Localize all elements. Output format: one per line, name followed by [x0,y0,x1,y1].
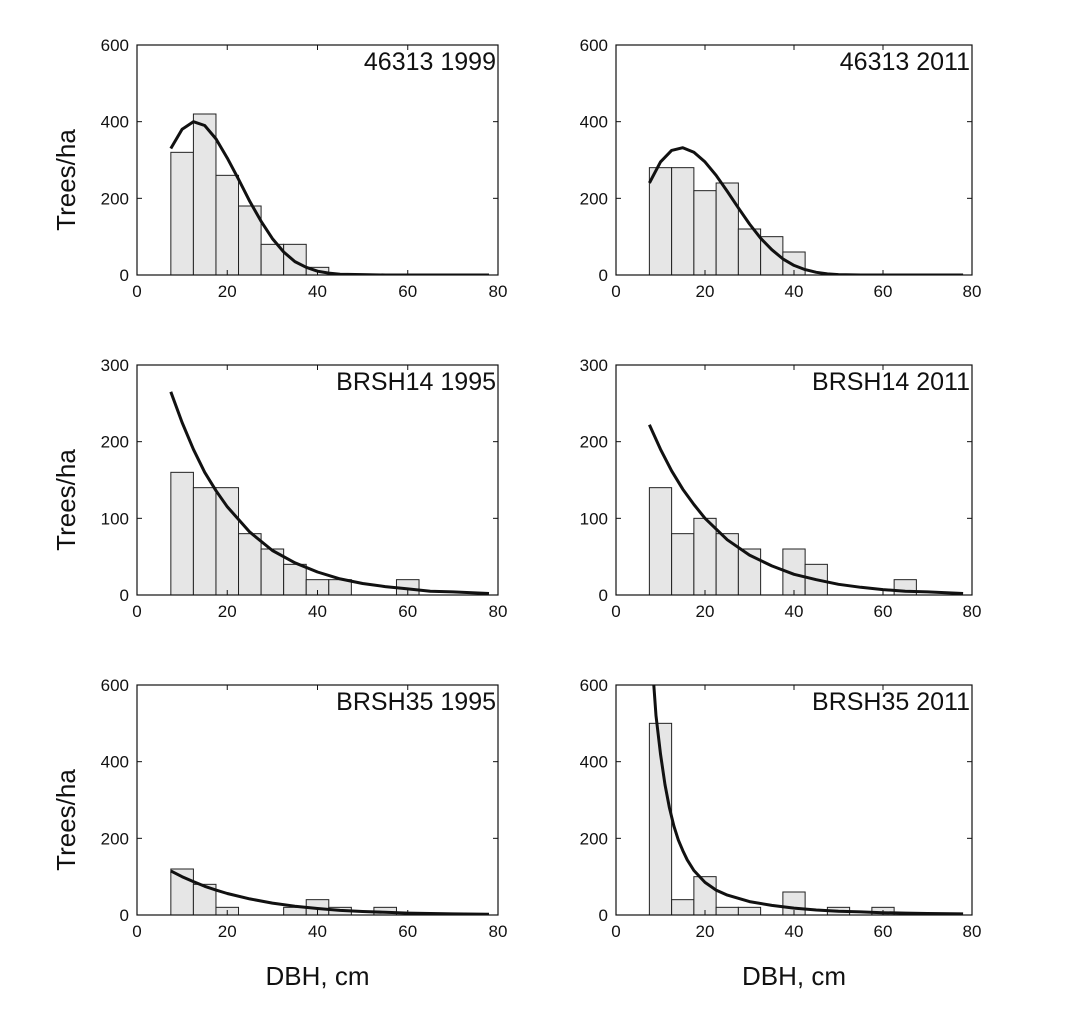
y-tick-label: 200 [580,829,608,848]
histogram-bar [648,167,673,276]
fit-curve [169,391,490,595]
histogram-bar [693,190,717,276]
x-axis-label: DBH, cm [742,961,846,991]
y-tick-label: 200 [101,433,129,452]
y-tick-label: 0 [120,906,129,925]
panel-title: 46313 2011 [840,48,970,76]
x-tick-label: 20 [696,602,715,621]
panel-title: BRSH14 2011 [812,368,970,396]
histogram-bar [238,533,262,596]
x-tick-label: 80 [489,282,508,301]
x-tick-label: 20 [696,922,715,941]
y-tick-label: 600 [580,36,608,55]
x-tick-label: 40 [785,922,804,941]
x-tick-label: 40 [308,282,327,301]
y-tick-label: 400 [580,113,608,132]
y-tick-label: 100 [101,509,129,528]
histogram-bar [693,517,717,596]
chart-panel: 0 20 40 60 80 0 100 200 300 BRSH14 2011 [580,356,982,621]
y-axis-label: Trees/ha [51,449,81,551]
y-axis-label: Trees/ha [51,129,81,231]
x-tick-label: 60 [398,922,417,941]
fit-curve [652,685,964,915]
chart-panel: 0 20 40 60 80 0 200 400 600 BRSH35 2011 DBH, cm [580,676,982,991]
y-tick-label: 300 [580,356,608,375]
x-tick-label: 60 [398,602,417,621]
x-tick-label: 40 [785,602,804,621]
x-tick-label: 20 [218,922,237,941]
fit-curve [169,120,489,275]
histogram-bar [737,906,762,916]
fit-curve [648,146,964,275]
y-tick-label: 600 [101,676,129,695]
y-tick-label: 200 [580,189,608,208]
y-tick-label: 0 [120,586,129,605]
histogram-bar [671,899,695,916]
x-tick-label: 0 [611,282,620,301]
x-axis-label: DBH, cm [266,961,370,991]
x-tick-label: 80 [963,602,982,621]
x-tick-label: 80 [489,602,508,621]
y-tick-label: 400 [101,753,129,772]
y-tick-label: 400 [580,753,608,772]
fit-curve [648,424,964,595]
y-tick-label: 100 [580,509,608,528]
panel-title: BRSH35 2011 [812,688,970,716]
y-tick-label: 600 [101,36,129,55]
y-axis-label: Trees/ha [51,769,81,871]
panel-title: BRSH14 1995 [336,368,496,396]
x-tick-label: 60 [874,282,893,301]
x-tick-label: 80 [489,922,508,941]
histogram-bar [192,487,217,596]
y-tick-label: 400 [101,113,129,132]
x-tick-label: 20 [218,282,237,301]
histogram-bar [170,151,194,276]
x-tick-label: 20 [696,282,715,301]
x-tick-label: 60 [874,922,893,941]
x-tick-label: 20 [218,602,237,621]
histogram-bar [215,174,240,276]
histogram-bar [215,487,240,596]
y-tick-label: 300 [101,356,129,375]
fit-curve [170,869,490,915]
x-tick-label: 80 [963,922,982,941]
x-tick-label: 0 [611,922,620,941]
histogram-bar [170,471,194,596]
x-tick-label: 40 [308,602,327,621]
chart-panel: 0 20 40 60 80 0 200 400 600 BRSH35 1995 Trees/ha DB… [51,676,507,991]
histogram-bar [715,533,739,596]
y-tick-label: 200 [580,433,608,452]
x-tick-label: 0 [132,922,141,941]
x-tick-label: 0 [132,282,141,301]
x-tick-label: 60 [874,602,893,621]
x-tick-label: 80 [963,282,982,301]
chart-panel: 0 20 40 60 80 0 200 400 600 46313 2011 [580,36,982,301]
x-tick-label: 40 [785,282,804,301]
y-tick-label: 0 [599,266,608,285]
y-tick-label: 200 [101,829,129,848]
histogram-bar [648,487,673,596]
chart-panel: 0 20 40 60 80 0 100 200 300 BRSH14 1995 Trees/ha [51,356,507,621]
x-tick-label: 0 [611,602,620,621]
x-tick-label: 40 [308,922,327,941]
x-tick-label: 60 [398,282,417,301]
chart-panel: 0 20 40 60 80 0 200 400 600 46313 1999 Trees/ha [51,36,507,301]
y-tick-label: 200 [101,189,129,208]
histogram-bar [671,167,695,276]
histogram-bar [283,563,307,596]
y-tick-label: 0 [599,586,608,605]
y-tick-label: 600 [580,676,608,695]
x-tick-label: 0 [132,602,141,621]
histogram-bar [715,182,739,276]
y-tick-label: 0 [599,906,608,925]
panel-title: 46313 1999 [364,48,496,76]
histogram-bar [192,113,217,276]
panel-title: BRSH35 1995 [336,688,496,716]
y-tick-label: 0 [120,266,129,285]
histogram-bar [671,533,695,596]
histogram-bar [715,906,739,916]
